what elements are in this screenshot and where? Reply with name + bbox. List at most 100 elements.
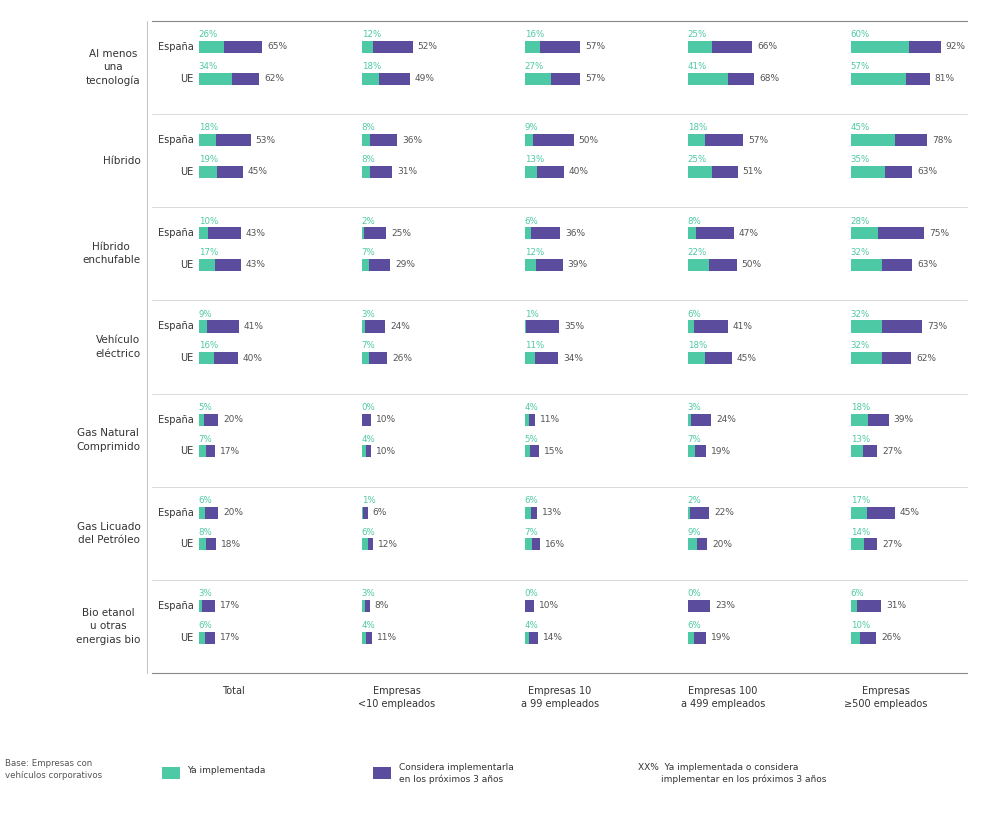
Text: 6%: 6% bbox=[198, 496, 212, 505]
Text: 10%: 10% bbox=[376, 446, 397, 456]
Text: 63%: 63% bbox=[917, 167, 938, 176]
Bar bbox=[216, 134, 250, 146]
Bar bbox=[705, 134, 743, 146]
Bar bbox=[850, 166, 885, 178]
Bar bbox=[885, 166, 912, 178]
Text: 6%: 6% bbox=[361, 528, 375, 537]
Bar bbox=[198, 134, 216, 146]
Bar bbox=[363, 227, 386, 239]
Bar bbox=[695, 227, 734, 239]
Text: 26%: 26% bbox=[198, 30, 218, 39]
Bar bbox=[909, 41, 941, 53]
Bar bbox=[850, 352, 882, 364]
Bar bbox=[524, 259, 536, 271]
Text: Gas Natural
Comprimido: Gas Natural Comprimido bbox=[77, 429, 140, 451]
Text: 12%: 12% bbox=[361, 30, 381, 39]
Text: 9%: 9% bbox=[524, 124, 538, 132]
Bar bbox=[365, 446, 371, 457]
Bar bbox=[524, 446, 529, 457]
Text: 11%: 11% bbox=[377, 633, 398, 642]
Bar bbox=[850, 41, 909, 53]
Text: 45%: 45% bbox=[850, 124, 870, 132]
Text: 26%: 26% bbox=[881, 633, 901, 642]
Text: UE: UE bbox=[181, 539, 193, 549]
Text: 24%: 24% bbox=[716, 415, 736, 424]
Text: 41%: 41% bbox=[244, 322, 264, 331]
Bar bbox=[693, 320, 728, 333]
Text: 36%: 36% bbox=[565, 229, 585, 237]
Text: 18%: 18% bbox=[198, 124, 218, 132]
Bar bbox=[850, 600, 856, 612]
Bar bbox=[232, 73, 259, 84]
Bar bbox=[217, 166, 243, 178]
Text: 41%: 41% bbox=[733, 322, 753, 331]
Text: 49%: 49% bbox=[414, 74, 434, 83]
Bar bbox=[365, 631, 372, 644]
Bar bbox=[882, 352, 911, 364]
Text: 10%: 10% bbox=[198, 217, 218, 226]
Bar bbox=[895, 134, 927, 146]
Text: 12%: 12% bbox=[524, 248, 544, 257]
Bar bbox=[368, 352, 387, 364]
Bar bbox=[693, 631, 706, 644]
Bar bbox=[208, 227, 241, 239]
Bar bbox=[198, 446, 205, 457]
Bar bbox=[906, 73, 930, 84]
Text: Base: Empresas con
vehículos corporativos: Base: Empresas con vehículos corporativo… bbox=[5, 759, 102, 779]
Text: 43%: 43% bbox=[246, 261, 266, 269]
Bar bbox=[728, 73, 754, 84]
Bar bbox=[867, 507, 895, 519]
Text: 13%: 13% bbox=[850, 435, 870, 444]
Bar bbox=[525, 320, 559, 333]
Text: 63%: 63% bbox=[917, 261, 938, 269]
Text: UE: UE bbox=[181, 260, 193, 270]
Bar bbox=[868, 414, 889, 426]
Text: 27%: 27% bbox=[524, 62, 544, 71]
Text: 52%: 52% bbox=[417, 43, 437, 52]
Bar bbox=[536, 259, 563, 271]
Text: 26%: 26% bbox=[392, 354, 412, 363]
Text: 81%: 81% bbox=[935, 74, 955, 83]
Text: 20%: 20% bbox=[712, 540, 733, 549]
Bar bbox=[379, 73, 409, 84]
Text: 5%: 5% bbox=[198, 403, 212, 412]
Bar bbox=[687, 507, 689, 519]
Text: Empresas 10
a 99 empleados: Empresas 10 a 99 empleados bbox=[520, 686, 599, 709]
Text: 6%: 6% bbox=[850, 589, 864, 599]
Text: 16%: 16% bbox=[198, 341, 218, 350]
Bar bbox=[850, 227, 878, 239]
Bar bbox=[712, 41, 752, 53]
Bar bbox=[361, 227, 363, 239]
Text: 25%: 25% bbox=[687, 155, 707, 164]
Text: 45%: 45% bbox=[736, 354, 756, 363]
Bar bbox=[198, 631, 204, 644]
Text: 31%: 31% bbox=[886, 601, 906, 610]
Bar bbox=[524, 166, 537, 178]
Bar bbox=[198, 166, 217, 178]
Text: 16%: 16% bbox=[545, 540, 566, 549]
Bar bbox=[705, 352, 732, 364]
Text: 35%: 35% bbox=[850, 155, 870, 164]
Text: 10%: 10% bbox=[850, 621, 870, 630]
Bar bbox=[687, 352, 705, 364]
Text: Bio etanol
u otras
energias bio: Bio etanol u otras energias bio bbox=[76, 609, 140, 645]
Text: 23%: 23% bbox=[715, 601, 736, 610]
Text: Empresas 100
a 499 empleados: Empresas 100 a 499 empleados bbox=[681, 686, 765, 709]
Bar bbox=[198, 227, 208, 239]
Bar bbox=[524, 134, 533, 146]
Text: 57%: 57% bbox=[850, 62, 870, 71]
Bar bbox=[361, 320, 364, 333]
Bar bbox=[850, 414, 868, 426]
Text: 20%: 20% bbox=[223, 415, 244, 424]
Bar bbox=[201, 600, 215, 612]
Bar bbox=[528, 631, 538, 644]
Text: 24%: 24% bbox=[390, 322, 409, 331]
Text: 10%: 10% bbox=[539, 601, 560, 610]
Text: 4%: 4% bbox=[361, 621, 375, 630]
Text: 20%: 20% bbox=[223, 508, 244, 517]
Text: España: España bbox=[158, 228, 193, 238]
Text: 62%: 62% bbox=[916, 354, 936, 363]
Bar bbox=[369, 134, 397, 146]
Bar bbox=[361, 631, 365, 644]
Text: 10%: 10% bbox=[376, 415, 397, 424]
